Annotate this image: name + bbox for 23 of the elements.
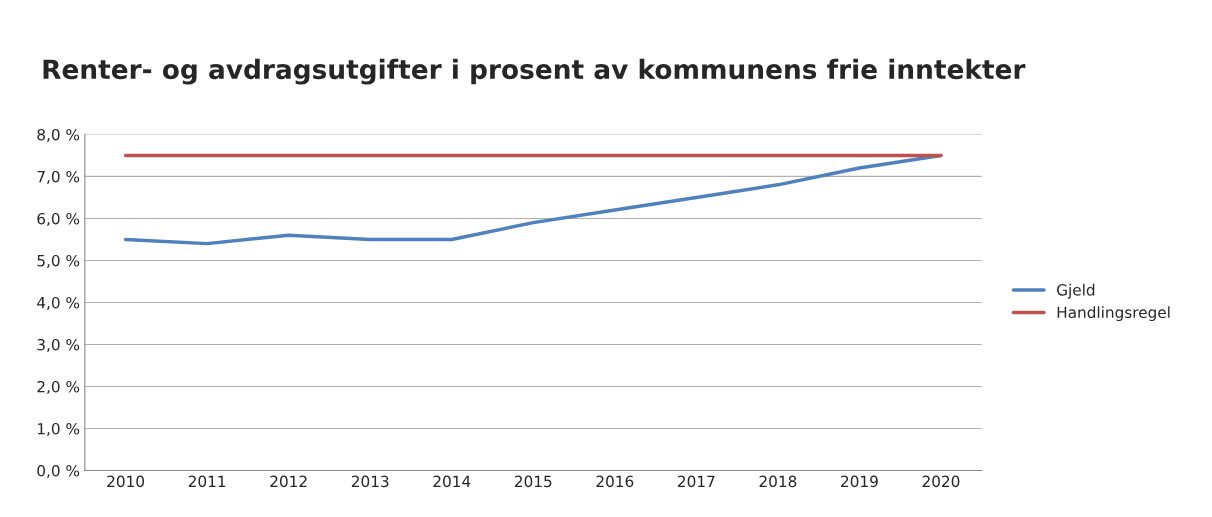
y-tick-label: 2,0 % (37, 380, 80, 395)
x-tick-label: 2017 (678, 475, 715, 488)
x-tick-label: 2015 (514, 475, 552, 488)
x-tick-label: 2016 (596, 475, 634, 488)
y-tick-label: 1,0 % (37, 422, 80, 437)
x-tick-label: 2014 (433, 475, 471, 488)
x-tick-label: 2019 (841, 475, 878, 488)
y-tick-label: 6,0 % (37, 212, 80, 227)
chart-title: Renter- og avdragsutgifter i prosent av kommunens frie inntekter (43, 58, 1026, 85)
legend-label: Handlingsregel (1057, 306, 1170, 322)
y-tick-label: 0,0 % (37, 464, 80, 479)
x-tick-label: 2012 (270, 475, 307, 488)
x-tick-label: 2020 (922, 475, 960, 488)
y-tick-label: 5,0 % (37, 254, 80, 269)
legend-label: Gjeld (1057, 283, 1095, 299)
x-tick-label: 2018 (759, 475, 797, 488)
y-tick-label: 7,0 % (37, 170, 80, 185)
y-tick-label: 3,0 % (37, 338, 80, 353)
x-tick-label: 2013 (351, 475, 389, 488)
x-tick-label: 2011 (188, 475, 226, 488)
y-tick-label: 8,0 % (37, 128, 80, 142)
y-tick-label: 4,0 % (37, 296, 80, 311)
x-tick-label: 2010 (107, 475, 145, 488)
